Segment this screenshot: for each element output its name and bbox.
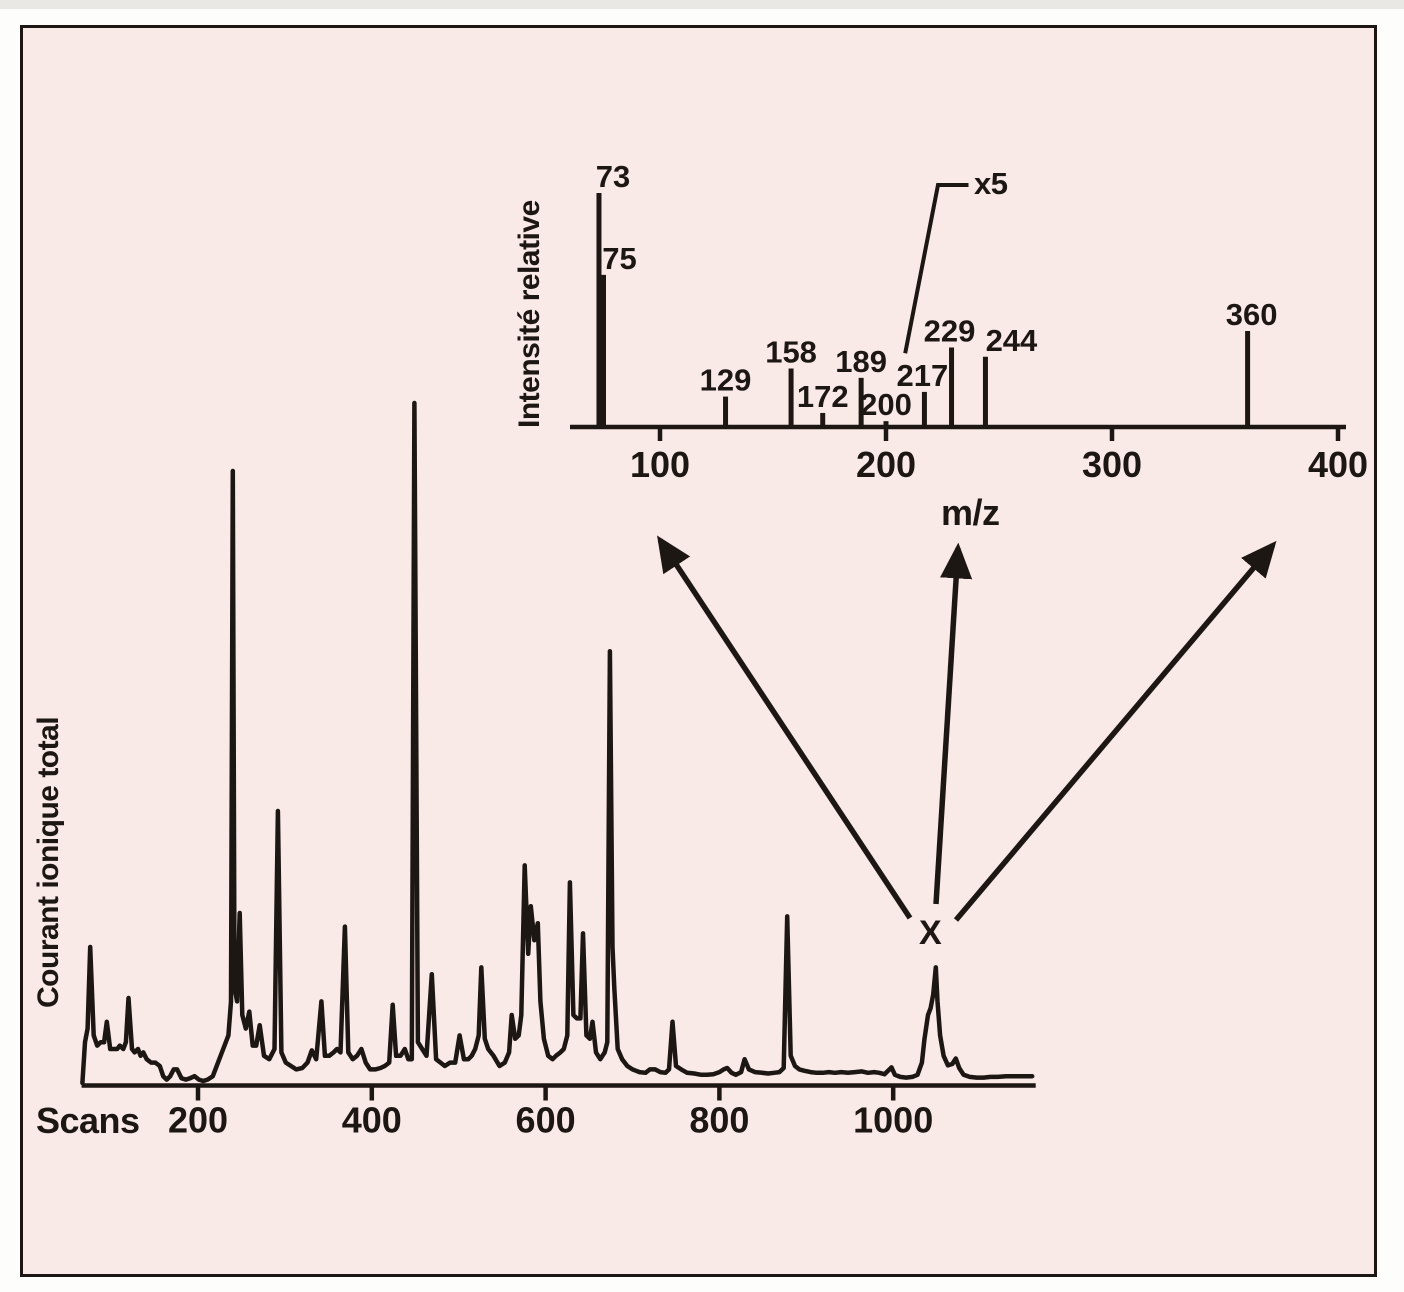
spectrum-peak-label: 73 bbox=[596, 159, 630, 194]
chromatogram-tick-label: 200 bbox=[168, 1100, 228, 1141]
spectrum-tick-label: 300 bbox=[1082, 444, 1142, 485]
arrow-x-to-spectrum bbox=[933, 542, 973, 905]
chromatogram-y-axis-title: Courant ionique total bbox=[32, 716, 65, 1008]
arrow-x-to-spectrum bbox=[657, 535, 913, 920]
spectrum-peak-label: 158 bbox=[765, 335, 817, 370]
spectrum-tick-label: 200 bbox=[856, 444, 916, 485]
chromatogram-tick-label: 800 bbox=[689, 1100, 749, 1141]
scale-factor-label: x5 bbox=[974, 166, 1008, 201]
spectrum-peak-label: 229 bbox=[924, 313, 976, 348]
spectrum-peak-label: 360 bbox=[1226, 297, 1278, 332]
spectrum-peak-label: 75 bbox=[602, 241, 636, 276]
spectrum-peak-label: 244 bbox=[986, 323, 1038, 358]
chromatogram-tick-label: 600 bbox=[516, 1100, 576, 1141]
spectrum-peak-label: 172 bbox=[797, 379, 849, 414]
spectrum-y-axis-title: Intensité relative bbox=[513, 200, 546, 428]
spectrum-peak-label: 189 bbox=[835, 344, 887, 379]
arrow-x-to-spectrum bbox=[953, 540, 1277, 922]
x5-pointer-line bbox=[903, 183, 969, 354]
spectrum-peak-label: 217 bbox=[897, 358, 949, 393]
tic-trace bbox=[80, 400, 1035, 1086]
spectrum-tick-label: 400 bbox=[1308, 444, 1368, 485]
chromatogram-tick-label: 400 bbox=[342, 1100, 402, 1141]
scan-artifact-strip bbox=[0, 0, 1404, 9]
spectrum-peak-label: 129 bbox=[700, 363, 752, 398]
labeled-peak-x: X bbox=[919, 914, 942, 952]
chromatogram-x-axis-title: Scans bbox=[36, 1100, 140, 1141]
figure-frame bbox=[20, 25, 1377, 1277]
spectrum-x-axis-title: m/z bbox=[941, 492, 1000, 533]
spectrum-tick-label: 100 bbox=[630, 444, 690, 485]
spectrum-peak-label: 200 bbox=[860, 387, 912, 422]
chromatogram-tick-label: 1000 bbox=[853, 1100, 933, 1141]
